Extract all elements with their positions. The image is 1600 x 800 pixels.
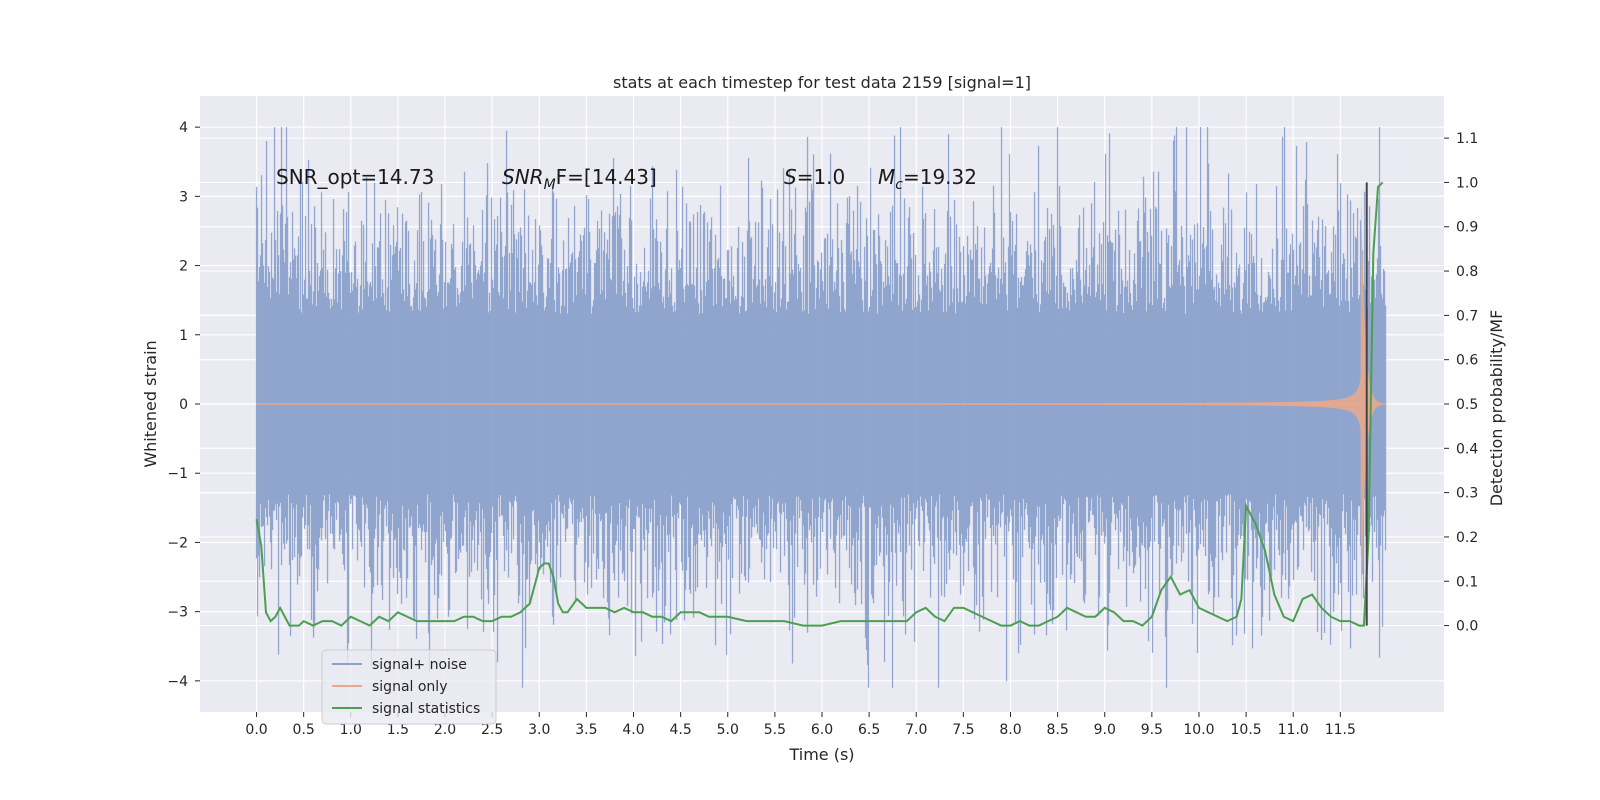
y2-tick-label: 0.6 bbox=[1456, 353, 1478, 369]
x-tick-label: 9.5 bbox=[1141, 722, 1163, 738]
x-tick-label: 8.0 bbox=[999, 722, 1021, 738]
x-tick-label: 11.0 bbox=[1278, 722, 1309, 738]
y2-tick-label: 0.7 bbox=[1456, 308, 1478, 324]
x-tick-label: 5.0 bbox=[717, 722, 739, 738]
snr-mf-main: SNR bbox=[502, 165, 544, 189]
y2-tick-label: 0.4 bbox=[1456, 441, 1478, 457]
y2-tick-label: 1.1 bbox=[1456, 131, 1478, 147]
chart-title: stats at each timestep for test data 215… bbox=[613, 73, 1031, 92]
y2-tick-label: 0.8 bbox=[1456, 264, 1478, 280]
y-axis-label: Whitened strain bbox=[141, 340, 160, 467]
y-tick-label: −3 bbox=[167, 605, 188, 621]
snr-mf-subscript: M bbox=[544, 177, 556, 193]
series-signal-statistics bbox=[255, 181, 1384, 627]
annotation-snr-opt: SNR_opt=14.73 bbox=[276, 165, 434, 189]
x-tick-label: 0.5 bbox=[293, 722, 315, 738]
y2-tick-label: 0.5 bbox=[1456, 397, 1478, 413]
x-tick-label: 8.5 bbox=[1046, 722, 1068, 738]
series-signal-noise bbox=[255, 127, 1387, 688]
x-tick-label: 1.0 bbox=[340, 722, 362, 738]
y-tick-label: 1 bbox=[179, 328, 188, 344]
y-axis-right: 1.1 1.0 0.9 0.8 0.7 0.6 0.5 0.4 0.3 0.2 0.1 0.0 bbox=[1444, 131, 1478, 635]
legend-label-signal-only: signal only bbox=[372, 679, 447, 695]
y-axis-left: 4 3 2 1 0 −1 −2 −3 −4 bbox=[167, 120, 200, 690]
x-tick-label: 6.5 bbox=[858, 722, 880, 738]
y2-tick-label: 0.2 bbox=[1456, 530, 1478, 546]
x-tick-label: 0.0 bbox=[245, 722, 267, 738]
legend: signal+ noise signal only signal statist… bbox=[321, 649, 497, 725]
x-axis-label: Time (s) bbox=[788, 745, 854, 764]
legend-box bbox=[321, 649, 497, 725]
x-tick-label: 3.0 bbox=[528, 722, 550, 738]
mc-value: =19.32 bbox=[903, 165, 977, 189]
y-tick-label: −1 bbox=[167, 466, 188, 482]
y-tick-label: 4 bbox=[179, 120, 188, 136]
statistics-line bbox=[255, 181, 1384, 627]
x-tick-label: 10.5 bbox=[1231, 722, 1262, 738]
annotation-snr-mf: SNRMF=[14.43] bbox=[502, 165, 657, 193]
mc-subscript: c bbox=[895, 177, 903, 193]
y2-tick-label: 0.3 bbox=[1456, 486, 1478, 502]
series-signal-only bbox=[256, 189, 1387, 619]
y-tick-label: −4 bbox=[167, 674, 188, 690]
x-tick-label: 7.0 bbox=[905, 722, 927, 738]
x-tick-label: 2.0 bbox=[434, 722, 456, 738]
annotation-s: S=1.0 bbox=[784, 165, 845, 189]
x-tick-label: 1.5 bbox=[387, 722, 409, 738]
y-tick-label: −2 bbox=[167, 535, 188, 551]
y2-tick-label: 1.0 bbox=[1456, 175, 1478, 191]
legend-label-signal-noise: signal+ noise bbox=[372, 657, 467, 673]
x-tick-label: 2.5 bbox=[481, 722, 503, 738]
x-tick-label: 3.5 bbox=[575, 722, 597, 738]
s-label: S bbox=[784, 165, 797, 189]
mc-main: M bbox=[878, 165, 895, 189]
x-tick-label: 4.5 bbox=[670, 722, 692, 738]
y2-tick-label: 0.0 bbox=[1456, 619, 1478, 635]
legend-label-signal-statistics: signal statistics bbox=[372, 701, 480, 717]
annotation-mc: Mc=19.32 bbox=[878, 165, 977, 193]
x-tick-label: 11.5 bbox=[1325, 722, 1356, 738]
y-tick-label: 0 bbox=[179, 397, 188, 413]
x-tick-label: 10.0 bbox=[1183, 722, 1214, 738]
s-value: =1.0 bbox=[797, 165, 846, 189]
y2-axis-label: Detection probability/MF bbox=[1487, 310, 1506, 507]
x-tick-label: 5.5 bbox=[764, 722, 786, 738]
x-tick-label: 9.0 bbox=[1094, 722, 1116, 738]
x-tick-label: 7.5 bbox=[952, 722, 974, 738]
y2-tick-label: 0.1 bbox=[1456, 574, 1478, 590]
x-axis: 0.0 0.5 1.0 1.5 2.0 2.5 3.0 3.5 4.0 4.5 5.0 5.5 6.0 6… bbox=[245, 712, 1356, 738]
y2-tick-label: 0.9 bbox=[1456, 220, 1478, 236]
x-tick-label: 4.0 bbox=[622, 722, 644, 738]
x-tick-label: 6.0 bbox=[811, 722, 833, 738]
y-tick-label: 3 bbox=[179, 189, 188, 205]
y-tick-label: 2 bbox=[179, 259, 188, 275]
snr-mf-rest: F=[14.43] bbox=[556, 165, 657, 189]
